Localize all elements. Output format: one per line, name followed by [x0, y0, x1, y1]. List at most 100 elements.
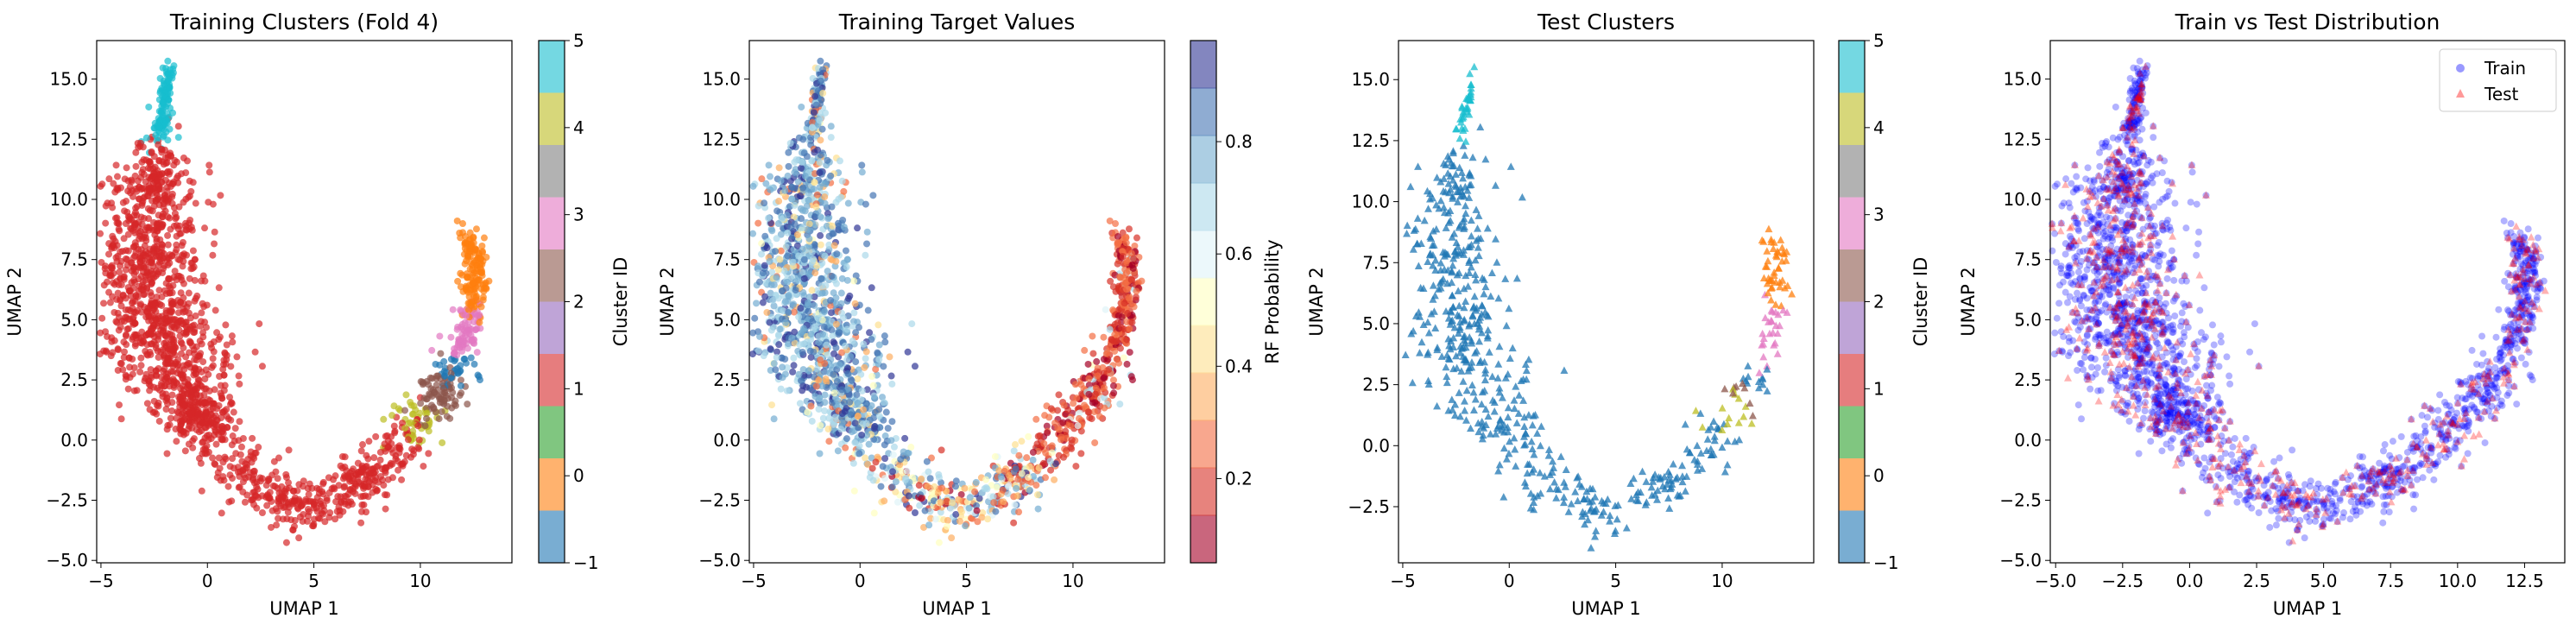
data-point [164, 370, 172, 378]
data-point [1106, 325, 1114, 333]
data-point [330, 476, 338, 483]
data-point [881, 332, 888, 340]
data-point [274, 508, 281, 515]
data-point [319, 478, 327, 486]
data-point [827, 297, 835, 305]
data-point [789, 258, 797, 266]
data-point [417, 400, 425, 407]
data-point [1011, 501, 1019, 508]
data-point [832, 300, 840, 307]
data-point [138, 328, 146, 336]
data-point [755, 278, 763, 286]
data-point [176, 332, 184, 340]
y-tick-label: −5.0 [698, 550, 741, 571]
data-point [1574, 496, 1582, 505]
data-point [158, 179, 166, 186]
data-point [1076, 414, 1083, 422]
colorbar-tick-label: −1 [573, 552, 598, 573]
data-point [124, 385, 132, 393]
data-point [1469, 388, 1478, 396]
data-point [157, 348, 165, 356]
data-point [169, 281, 177, 289]
data-point [183, 329, 191, 337]
data-point [1436, 196, 1445, 205]
data-point [862, 251, 869, 259]
data-point [182, 219, 190, 227]
data-point [285, 446, 293, 454]
data-point [210, 348, 218, 356]
data-point [137, 300, 145, 308]
data-point [838, 410, 846, 418]
data-point [158, 301, 166, 309]
data-point [790, 300, 798, 308]
data-point [797, 330, 805, 338]
data-point [97, 182, 104, 190]
data-point [472, 225, 480, 233]
data-point [463, 359, 470, 367]
data-point [186, 314, 194, 322]
data-point [278, 483, 286, 490]
data-point [1443, 372, 1451, 381]
data-point [112, 161, 120, 169]
data-point [117, 360, 125, 368]
data-point [450, 350, 458, 357]
data-point [843, 276, 851, 284]
data-point [218, 394, 225, 402]
data-point [475, 275, 483, 283]
data-point [1102, 306, 1109, 313]
data-point [358, 501, 366, 508]
data-point [785, 162, 792, 170]
data-point [479, 293, 487, 301]
data-point [461, 233, 469, 241]
data-point [1072, 463, 1080, 470]
data-point [900, 448, 907, 456]
data-point [887, 437, 895, 445]
data-point [881, 497, 888, 505]
data-point [161, 314, 169, 322]
data-point [130, 211, 138, 219]
data-point [1068, 436, 1076, 444]
data-point [838, 386, 846, 394]
data-point [174, 134, 182, 142]
data-point [153, 267, 161, 274]
data-point [209, 454, 217, 462]
data-point [854, 413, 862, 420]
data-point [812, 203, 820, 211]
data-point [185, 289, 193, 297]
data-point [97, 230, 104, 237]
data-point [810, 186, 818, 193]
data-point [271, 483, 279, 490]
data-point [827, 123, 835, 130]
data-point [117, 281, 125, 288]
data-point [108, 199, 116, 207]
data-point [879, 463, 887, 470]
data-point [1537, 422, 1545, 430]
data-point [163, 169, 171, 177]
data-point [1018, 470, 1026, 477]
data-point [1010, 447, 1018, 455]
data-point [461, 239, 469, 247]
data-point [830, 370, 837, 378]
data-point [229, 475, 237, 483]
data-point [843, 435, 850, 443]
data-point [177, 370, 185, 378]
colorbar-tick-label: 0.8 [1225, 131, 1253, 152]
data-point [770, 415, 778, 423]
data-point [164, 57, 172, 65]
data-point [822, 281, 830, 289]
data-point [174, 309, 182, 317]
data-point [796, 192, 804, 199]
data-point [788, 334, 796, 342]
data-point [756, 332, 764, 340]
data-point [365, 438, 373, 445]
colorbar-segment [539, 510, 565, 563]
data-point [767, 345, 774, 353]
data-point [785, 148, 792, 156]
data-point [1470, 292, 1479, 300]
data-point [1765, 224, 1773, 233]
data-point [192, 369, 199, 377]
data-point [1552, 494, 1561, 502]
data-point [866, 329, 874, 337]
data-point [227, 399, 235, 407]
data-point [171, 351, 179, 359]
